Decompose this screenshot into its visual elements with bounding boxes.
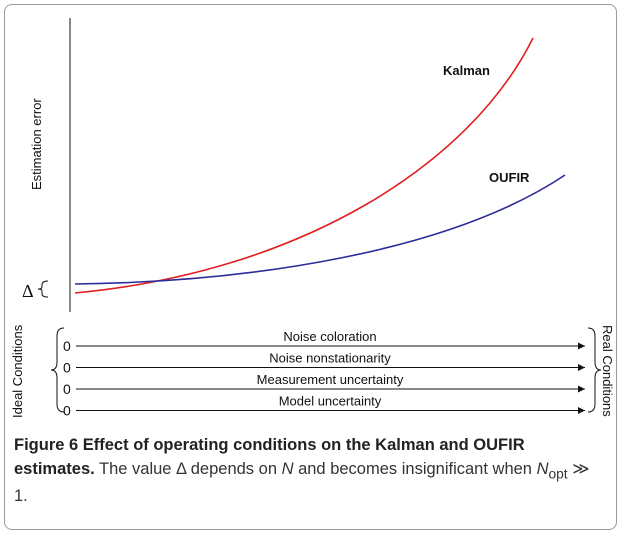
caption-var: N (536, 459, 549, 478)
condition-label: Model uncertainty (279, 394, 382, 409)
left-label: Ideal Conditions (10, 324, 25, 418)
condition-label: Measurement uncertainty (257, 372, 404, 387)
right-label: Real Conditions (600, 325, 615, 417)
caption-title: Figure 6 Effect of operating conditions … (14, 436, 525, 478)
conditions: 0 Noise coloration 0 Noise nonstationarity 0… (63, 329, 585, 419)
caption-text: and becomes insignificant when (293, 459, 537, 478)
right-brace (587, 327, 602, 413)
delta-label: Δ (22, 281, 34, 301)
y-axis-label: Estimation error (29, 98, 44, 190)
caption-text: ≫ 1. (14, 459, 590, 506)
kalman-label: Kalman (443, 63, 490, 78)
condition-label: Noise nonstationarity (269, 351, 391, 366)
caption-var: N (281, 459, 294, 478)
caption-sub: opt (548, 465, 568, 481)
condition-start: 0 (63, 338, 71, 354)
delta-brace (37, 280, 49, 298)
condition-label: Noise coloration (283, 329, 376, 344)
oufir-label: OUFIR (489, 170, 530, 185)
left-brace (50, 327, 65, 413)
figure: Estimation error Kalman OUFIR Δ Ideal Co… (10, 18, 615, 419)
caption: Figure 6 Effect of operating conditions … (14, 434, 606, 509)
condition-start: 0 (63, 403, 71, 419)
caption-text: The value Δ depends on (94, 459, 282, 478)
condition-start: 0 (63, 360, 71, 376)
figure-frame (4, 4, 617, 530)
condition-start: 0 (63, 381, 71, 397)
kalman-curve (74, 37, 534, 294)
oufir-curve (74, 174, 566, 285)
